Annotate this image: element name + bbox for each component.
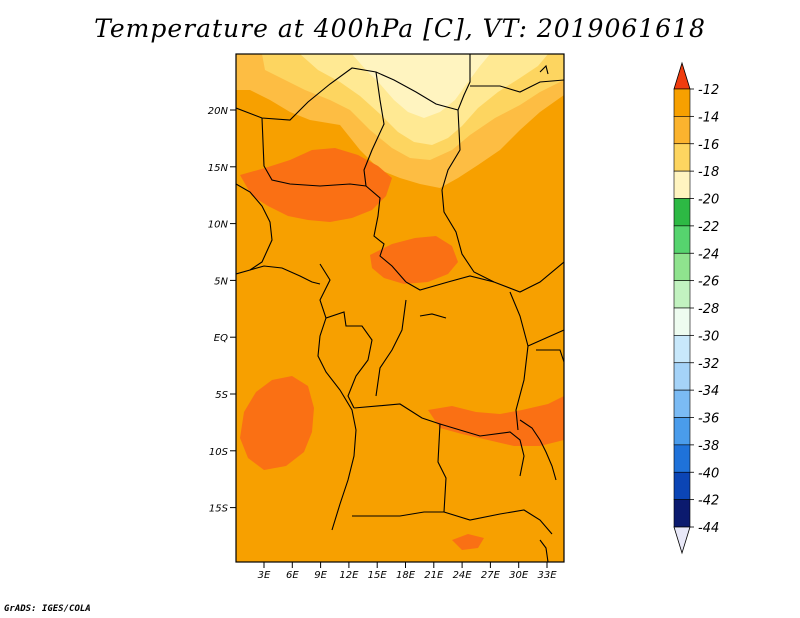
colorbar-swatch — [673, 88, 691, 117]
colorbar-swatch — [673, 198, 691, 227]
lon-label: 33E — [537, 570, 557, 581]
colorbar-swatch — [673, 170, 691, 199]
map-title: Temperature at 400hPa [C], VT: 201906161… — [94, 14, 706, 43]
field-warm-central — [370, 236, 458, 284]
lon-label: 15E — [368, 570, 388, 581]
lat-label: 15S — [209, 504, 229, 515]
lon-label: 3E — [258, 570, 271, 581]
lon-label: 18E — [396, 570, 416, 581]
colorbar-swatch — [673, 499, 691, 528]
colorbar-label: -12 — [698, 83, 719, 98]
colorbar-label: -14 — [698, 110, 719, 125]
lat-label: 5N — [214, 276, 228, 287]
colorbar-label: -22 — [698, 220, 719, 235]
colorbar-swatch — [673, 417, 691, 446]
colorbar-swatch — [673, 471, 691, 500]
colorbar-bottom-triangle — [673, 526, 691, 555]
lat-label: 15N — [208, 163, 229, 174]
lat-label: 20N — [208, 106, 229, 117]
colorbar-swatch — [673, 444, 691, 473]
colorbar-label: -20 — [698, 193, 719, 208]
colorbar-label: -24 — [698, 247, 719, 262]
latitude-axis: 20N 15N 10N 5N EQ 5S 10S 15S — [208, 106, 236, 515]
colorbar-top-triangle — [673, 61, 691, 90]
field-warm-west — [240, 376, 314, 470]
field-warm-southtip — [452, 534, 484, 550]
lon-label: 27E — [481, 570, 501, 581]
country-borders — [236, 54, 564, 562]
lat-label: 10S — [209, 447, 229, 458]
colorbar-swatch — [673, 143, 691, 172]
colorbar: -12 -14 -16 -18 -20 -22 -24 -26 -28 -30 -32 -34 -36 -… — [673, 61, 719, 555]
colorbar-label: -18 — [698, 165, 719, 180]
colorbar-swatch — [673, 280, 691, 309]
colorbar-label: -26 — [698, 275, 719, 290]
colorbar-swatch — [673, 116, 691, 145]
colorbar-swatch — [673, 225, 691, 254]
colorbar-label: -30 — [698, 329, 719, 344]
longitude-axis: 3E 6E 9E 12E 15E 18E 21E 24E 27E 30E 33E — [258, 562, 557, 581]
colorbar-label: -42 — [698, 494, 719, 509]
lon-label: 9E — [314, 570, 327, 581]
lon-label: 21E — [424, 570, 444, 581]
lat-label: 5S — [215, 390, 228, 401]
colorbar-swatch — [673, 335, 691, 364]
colorbar-label: -40 — [698, 466, 719, 481]
colorbar-swatch — [673, 307, 691, 336]
colorbar-swatch — [673, 252, 691, 281]
colorbar-swatch — [673, 362, 691, 391]
field-palest-north — [352, 54, 490, 118]
credit-label: GrADS: IGES/COLA — [4, 604, 91, 614]
colorbar-label: -34 — [698, 384, 719, 399]
lat-label: 10N — [208, 220, 229, 231]
colorbar-label: -28 — [698, 302, 719, 317]
field-warm-south — [428, 396, 564, 446]
colorbar-label: -36 — [698, 412, 719, 427]
lon-label: 6E — [286, 570, 299, 581]
colorbar-label: -32 — [698, 357, 719, 372]
map-frame — [235, 53, 565, 563]
field-warm-sahel — [240, 148, 392, 222]
lat-label: EQ — [214, 333, 228, 344]
temperature-field — [236, 54, 564, 562]
lon-label: 30E — [509, 570, 529, 581]
colorbar-label: -16 — [698, 138, 719, 153]
colorbar-label: -38 — [698, 439, 719, 454]
colorbar-swatch — [673, 389, 691, 418]
lon-label: 24E — [453, 570, 473, 581]
colorbar-label: -44 — [698, 521, 719, 536]
lon-label: 12E — [339, 570, 359, 581]
